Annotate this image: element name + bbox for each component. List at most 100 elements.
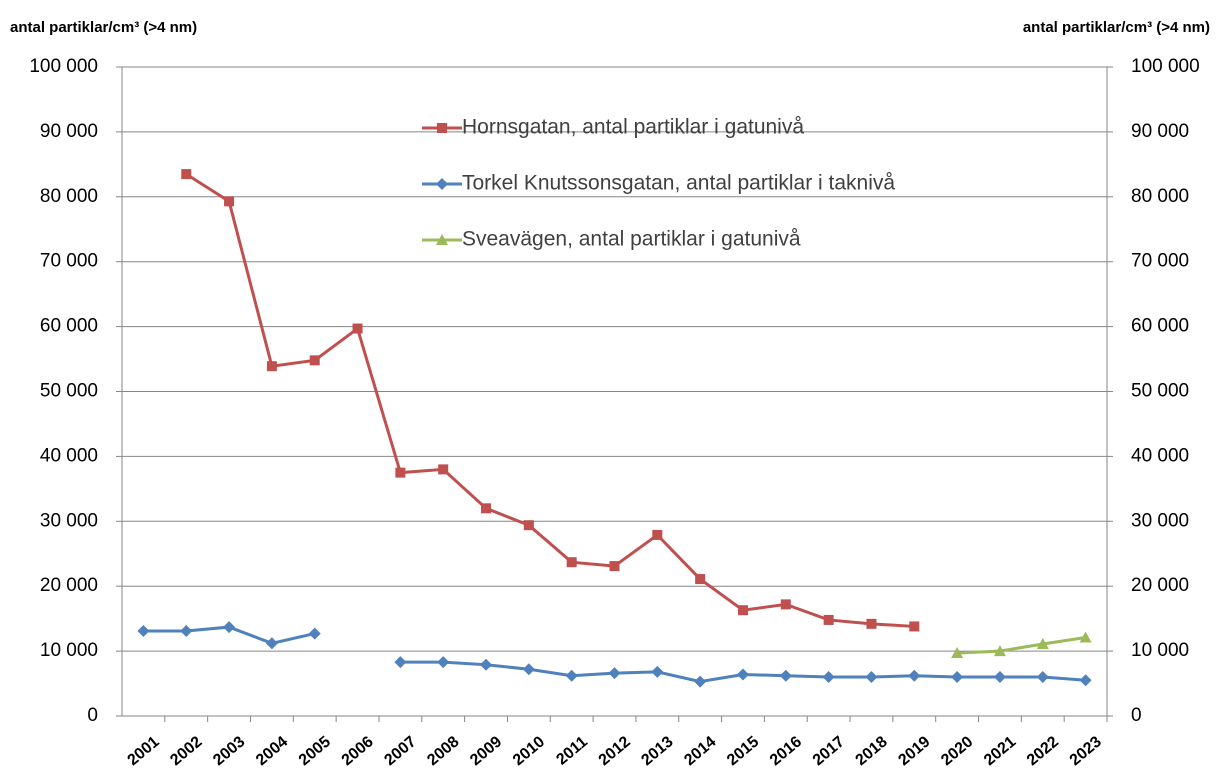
marker bbox=[224, 196, 235, 207]
marker bbox=[436, 234, 448, 245]
y2-tick-label: 20 000 bbox=[1131, 575, 1189, 596]
x-tick-label: 2010 bbox=[510, 733, 548, 769]
marker bbox=[1036, 671, 1049, 684]
marker bbox=[223, 621, 236, 634]
marker bbox=[480, 658, 493, 671]
marker bbox=[737, 605, 748, 616]
x-tick-label: 2016 bbox=[767, 733, 805, 769]
y-tick-label: 70 000 bbox=[40, 251, 98, 272]
series-line bbox=[185, 172, 915, 628]
marker bbox=[395, 467, 406, 478]
marker bbox=[436, 178, 448, 190]
y-tick-label: 80 000 bbox=[40, 186, 98, 207]
y2-tick-label: 40 000 bbox=[1131, 445, 1189, 466]
marker bbox=[437, 123, 447, 133]
marker bbox=[780, 599, 791, 610]
marker bbox=[908, 669, 921, 682]
x-tick-label: 2014 bbox=[681, 733, 719, 769]
marker bbox=[1036, 637, 1049, 649]
x-tick-label: 2020 bbox=[938, 733, 976, 769]
marker bbox=[609, 561, 620, 572]
marker bbox=[993, 645, 1006, 657]
marker bbox=[566, 557, 577, 568]
marker bbox=[522, 663, 535, 676]
marker bbox=[866, 618, 877, 629]
marker bbox=[608, 667, 621, 680]
legend-label: Torkel Knutssonsgatan, antal partiklar i… bbox=[462, 172, 895, 195]
marker bbox=[309, 355, 320, 366]
y2-tick-label: 90 000 bbox=[1131, 121, 1189, 142]
marker bbox=[695, 574, 706, 585]
y-tick-label: 20 000 bbox=[40, 575, 98, 596]
x-tick-label: 2021 bbox=[981, 733, 1019, 769]
y2-tick-label: 0 bbox=[1131, 705, 1142, 726]
x-tick-label: 2008 bbox=[424, 733, 462, 769]
x-tick-label: 2004 bbox=[253, 733, 291, 769]
marker bbox=[266, 361, 277, 372]
x-tick-label: 2023 bbox=[1067, 733, 1105, 769]
legend-label: Hornsgatan, antal partiklar i gatunivå bbox=[462, 116, 804, 139]
x-tick-label: 2012 bbox=[596, 733, 634, 769]
x-tick-label: 2017 bbox=[810, 733, 848, 769]
y2-tick-label: 70 000 bbox=[1131, 251, 1189, 272]
marker bbox=[651, 665, 664, 678]
marker bbox=[951, 647, 964, 659]
y2-tick-label: 30 000 bbox=[1131, 510, 1189, 531]
marker bbox=[951, 671, 964, 684]
y2-tick-label: 100 000 bbox=[1131, 56, 1200, 77]
marker bbox=[523, 520, 534, 531]
x-tick-label: 2005 bbox=[296, 733, 334, 769]
marker bbox=[822, 671, 835, 684]
y-tick-label: 0 bbox=[87, 705, 98, 726]
marker bbox=[565, 669, 578, 682]
legend-label: Sveavägen, antal partiklar i gatunivå bbox=[462, 228, 801, 251]
x-tick-label: 2018 bbox=[853, 733, 891, 769]
y-tick-label: 40 000 bbox=[40, 445, 98, 466]
x-tick-label: 2003 bbox=[210, 733, 248, 769]
marker bbox=[308, 627, 321, 640]
marker bbox=[736, 668, 749, 681]
marker bbox=[394, 656, 407, 669]
x-tick-label: 2011 bbox=[553, 733, 591, 768]
marker bbox=[181, 169, 192, 180]
x-tick-label: 2007 bbox=[381, 733, 419, 769]
x-tick-label: 2022 bbox=[1024, 733, 1062, 769]
y2-tick-label: 10 000 bbox=[1131, 640, 1189, 661]
y2-axis-title: antal partiklar/cm³ (>4 nm) bbox=[1023, 19, 1210, 36]
y-tick-label: 60 000 bbox=[40, 316, 98, 337]
marker bbox=[652, 529, 663, 540]
y-tick-label: 30 000 bbox=[40, 510, 98, 531]
marker bbox=[481, 503, 492, 514]
marker bbox=[180, 624, 193, 637]
x-tick-label: 2015 bbox=[724, 733, 762, 769]
marker bbox=[437, 656, 450, 669]
marker bbox=[137, 624, 150, 637]
marker bbox=[823, 614, 834, 625]
marker bbox=[438, 464, 449, 475]
marker bbox=[993, 671, 1006, 684]
marker bbox=[265, 637, 278, 650]
marker bbox=[909, 621, 920, 632]
x-tick-label: 2002 bbox=[167, 733, 205, 769]
y2-tick-label: 80 000 bbox=[1131, 186, 1189, 207]
marker bbox=[1079, 631, 1092, 643]
x-tick-label: 2013 bbox=[638, 733, 676, 769]
marker bbox=[352, 323, 363, 334]
y-tick-label: 10 000 bbox=[40, 640, 98, 661]
series-line bbox=[957, 635, 1086, 655]
marker bbox=[1079, 674, 1092, 687]
y-axis-title: antal partiklar/cm³ (>4 nm) bbox=[10, 19, 197, 36]
x-tick-label: 2001 bbox=[125, 733, 163, 769]
marker bbox=[865, 671, 878, 684]
y-tick-label: 50 000 bbox=[40, 381, 98, 402]
x-tick-label: 2006 bbox=[339, 733, 377, 769]
y-tick-label: 90 000 bbox=[40, 121, 98, 142]
x-tick-label: 2019 bbox=[895, 733, 933, 769]
x-tick-label: 2009 bbox=[467, 733, 505, 769]
y2-tick-label: 60 000 bbox=[1131, 316, 1189, 337]
marker bbox=[694, 675, 707, 688]
y2-tick-label: 50 000 bbox=[1131, 381, 1189, 402]
y-tick-label: 100 000 bbox=[29, 56, 98, 77]
marker bbox=[779, 669, 792, 682]
